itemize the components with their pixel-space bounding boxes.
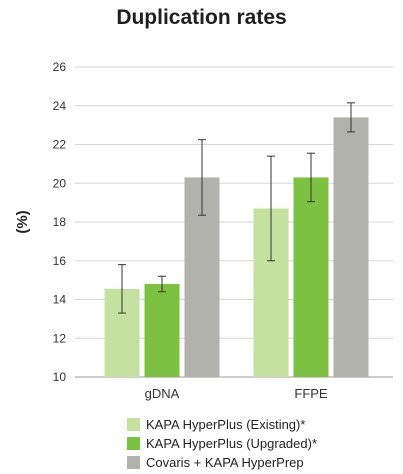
legend-swatch xyxy=(127,418,140,431)
y-tick-label: 12 xyxy=(53,331,67,345)
legend-swatch xyxy=(127,437,140,450)
chart-title: Duplication rates xyxy=(116,6,287,29)
y-tick-label: 14 xyxy=(53,293,67,307)
legend-item: Covaris + KAPA HyperPrep xyxy=(127,453,317,472)
y-axis-label: (%) xyxy=(14,210,31,233)
bar xyxy=(144,284,180,377)
y-tick-label: 24 xyxy=(53,99,67,113)
x-tick-label: gDNA xyxy=(145,386,180,401)
legend: KAPA HyperPlus (Existing)* KAPA HyperPlus… xyxy=(127,415,317,472)
y-tick-label: 18 xyxy=(53,215,67,229)
y-tick-label: 22 xyxy=(53,138,67,152)
y-tick-label: 20 xyxy=(53,176,67,190)
legend-label: Covaris + KAPA HyperPrep xyxy=(146,455,304,470)
bar xyxy=(293,177,329,377)
legend-item: KAPA HyperPlus (Existing)* xyxy=(127,415,317,434)
legend-item: KAPA HyperPlus (Upgraded)* xyxy=(127,434,317,453)
y-tick-label: 10 xyxy=(53,370,67,384)
bar xyxy=(333,117,369,377)
y-tick-label: 26 xyxy=(53,60,67,74)
legend-label: KAPA HyperPlus (Upgraded)* xyxy=(146,436,318,451)
legend-label: KAPA HyperPlus (Existing)* xyxy=(146,417,306,432)
legend-swatch xyxy=(127,456,140,469)
x-tick-label: FFPE xyxy=(294,386,328,401)
y-tick-label: 16 xyxy=(53,254,67,268)
